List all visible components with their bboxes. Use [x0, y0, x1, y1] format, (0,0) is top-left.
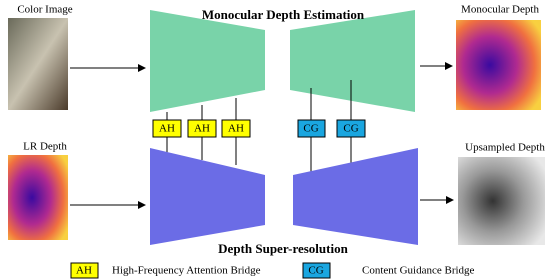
branch-title: Depth Super-resolution: [218, 241, 348, 256]
cg-tag: CG: [303, 123, 318, 135]
ah-tag: AH: [159, 123, 175, 135]
decoder: [293, 148, 418, 245]
legend: AH High-Frequency Attention Bridge CG Co…: [71, 263, 475, 278]
legend-tag: CG: [308, 265, 323, 277]
decoder: [290, 10, 415, 112]
color-image: [8, 18, 68, 110]
ah-tag: AH: [194, 123, 210, 135]
input-label: LR Depth: [23, 141, 67, 153]
legend-tag: AH: [76, 265, 92, 277]
output-label: Monocular Depth: [461, 4, 539, 16]
diagram: Color Image Monocular Depth Estimation M…: [0, 0, 553, 280]
cg-bridges: CG CG: [298, 120, 365, 137]
input-label: Color Image: [17, 4, 72, 16]
legend-text: Content Guidance Bridge: [362, 265, 475, 277]
legend-text: High-Frequency Attention Bridge: [112, 265, 261, 277]
monocular-depth-image: [456, 20, 541, 110]
encoder: [150, 10, 265, 112]
upsampled-depth-image: [458, 157, 545, 245]
ah-tag: AH: [228, 123, 244, 135]
ah-bridges: AH AH AH: [153, 120, 250, 137]
cg-tag: CG: [343, 123, 358, 135]
branch-title: Monocular Depth Estimation: [202, 7, 365, 22]
lr-depth-image: [8, 155, 68, 240]
encoder: [150, 148, 265, 245]
output-label: Upsampled Depth: [465, 142, 545, 154]
